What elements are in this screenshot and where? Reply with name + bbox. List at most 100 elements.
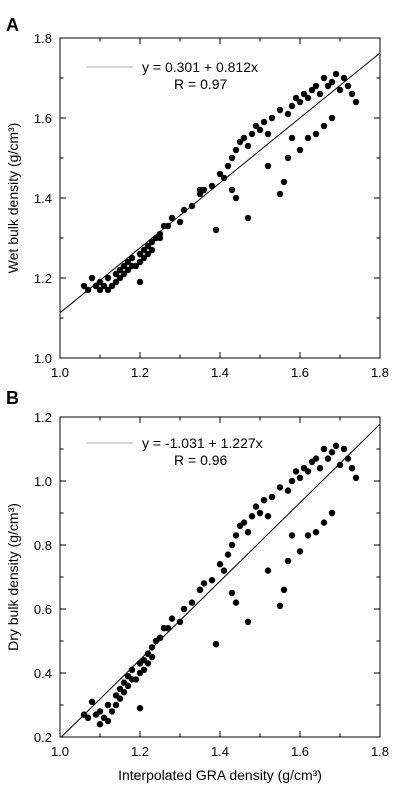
- panel-a-data-point: [212, 226, 220, 234]
- panel-b-data-point: [248, 513, 256, 520]
- panel-a-data-point: [352, 98, 360, 106]
- panel-b-y-tick-label: 0.4: [34, 666, 52, 681]
- panel-b-data-point: [88, 698, 96, 705]
- panel-a-data-point: [256, 126, 264, 134]
- panel-b-data-point: [296, 474, 304, 481]
- panel-b-dry-bulk-density: B 1.0 1.2 1.4 1.6 1.8 0.2 0.4 0.6 0.8 1.0 1.2 Dry…: [5, 388, 389, 783]
- panel-b-data-point: [256, 509, 264, 517]
- panel-a-data-point: [144, 250, 152, 258]
- panel-b-data-point: [164, 625, 172, 632]
- panel-a-data-point: [96, 286, 104, 294]
- panel-a-data-point: [148, 238, 156, 246]
- panel-b-data-point: [228, 589, 236, 597]
- panel-a-data-point: [328, 114, 336, 122]
- panel-a-data-point: [104, 286, 112, 294]
- panel-b-y-axis-label: Dry bulk density (g/cm³): [5, 503, 21, 651]
- panel-b-y-tick-label: 1.0: [34, 474, 52, 489]
- panel-b-data-point: [260, 497, 268, 504]
- panel-a-data-point: [88, 274, 96, 282]
- panel-b-data-point: [116, 695, 124, 702]
- panel-b-data-point: [284, 487, 292, 494]
- panel-a-data-point: [344, 82, 352, 90]
- panel-a-data-point: [320, 74, 328, 82]
- panel-a-data-point: [244, 142, 252, 150]
- panel-a-data-point: [336, 86, 344, 94]
- panel-a-y-tick-label: 1.6: [34, 111, 52, 126]
- panel-a-data-point: [268, 114, 276, 122]
- panel-a-data-point: [128, 254, 136, 262]
- panel-b-letter: B: [6, 388, 19, 408]
- panel-a-data-point: [144, 242, 152, 250]
- panel-b-x-tick-label: 1.4: [211, 744, 229, 759]
- panel-a-data-point: [292, 94, 300, 102]
- panel-b-data-point: [128, 666, 136, 673]
- panel-b-data-points: [80, 442, 360, 728]
- panel-b-data-point: [96, 708, 104, 715]
- panel-b-data-point: [352, 474, 360, 481]
- panel-b-data-point: [332, 442, 340, 449]
- panel-a-data-point: [100, 282, 108, 290]
- panel-a-data-point: [156, 234, 164, 242]
- panel-a-data-point: [136, 278, 144, 286]
- panel-b-y-tick-labels: 0.2 0.4 0.6 0.8 1.0 1.2: [34, 410, 52, 745]
- panel-b-y-tick-label: 0.2: [34, 730, 52, 745]
- panel-b-y-tick-label: 0.8: [34, 538, 52, 553]
- panel-b-data-point: [104, 701, 112, 709]
- panel-b-data-point: [200, 580, 208, 587]
- panel-a-data-point: [168, 214, 176, 222]
- panel-a-data-point: [232, 194, 240, 202]
- panel-a-data-point: [148, 246, 156, 254]
- panel-a-data-point: [312, 82, 320, 90]
- panel-a-data-point: [280, 178, 288, 186]
- panel-b-data-point: [280, 586, 288, 593]
- panel-a-data-point: [136, 258, 144, 266]
- panel-a-data-point: [312, 130, 320, 138]
- panel-a-data-point: [288, 134, 296, 142]
- panel-b-data-point: [112, 701, 120, 709]
- panel-a-data-point: [248, 130, 256, 138]
- panel-a-data-point: [220, 174, 228, 182]
- panel-a-regression-line: [59, 52, 381, 314]
- panel-b-data-point: [288, 477, 296, 485]
- panel-b-data-point: [96, 721, 104, 728]
- panel-a-data-point: [116, 274, 124, 282]
- panel-a-regression-equation: y = 0.301 + 0.812x: [142, 59, 258, 75]
- panel-b-data-point: [188, 599, 196, 606]
- panel-a-data-point: [316, 90, 324, 98]
- panel-b-data-point: [196, 586, 204, 593]
- panel-a-data-point: [116, 266, 124, 274]
- panel-b-data-point: [312, 529, 320, 536]
- panel-a-data-point: [124, 266, 132, 274]
- panel-a-data-point: [112, 270, 120, 278]
- panel-a-data-point: [176, 218, 184, 226]
- panel-b-data-point: [304, 532, 312, 539]
- panel-a-data-point: [120, 262, 128, 270]
- panel-a-y-tick-labels: 1.0 1.2 1.4 1.6 1.8: [34, 31, 52, 366]
- panel-a-correlation-r: R = 0.97: [174, 76, 228, 92]
- panel-a-data-point: [140, 254, 148, 262]
- panel-b-data-point: [312, 455, 320, 462]
- panel-b-data-point: [148, 653, 156, 661]
- panel-a-data-point: [208, 182, 216, 190]
- panel-b-data-point: [264, 567, 272, 574]
- panel-b-x-tick-label: 1.8: [371, 744, 389, 759]
- panel-b-x-tick-label: 1.0: [51, 744, 69, 759]
- panel-a-x-tick-label: 1.4: [211, 365, 229, 380]
- panel-b-data-point: [288, 532, 296, 539]
- panel-a-data-point: [324, 82, 332, 90]
- panel-b-data-point: [212, 641, 220, 648]
- panel-a-data-point: [328, 78, 336, 86]
- panel-b-data-point: [208, 577, 216, 584]
- panel-b-data-point: [108, 708, 116, 715]
- panel-a-data-point: [108, 282, 116, 290]
- panel-a-data-point: [124, 258, 132, 266]
- panel-a-data-point: [260, 118, 268, 126]
- panel-b-data-point: [180, 605, 188, 613]
- panel-b-data-point: [84, 714, 92, 721]
- panel-b-data-point: [168, 615, 176, 622]
- panel-a-data-point: [288, 102, 296, 110]
- panel-a-data-point: [284, 110, 292, 118]
- panel-a-data-point: [104, 274, 112, 282]
- panel-b-x-tick-label: 1.6: [291, 744, 309, 759]
